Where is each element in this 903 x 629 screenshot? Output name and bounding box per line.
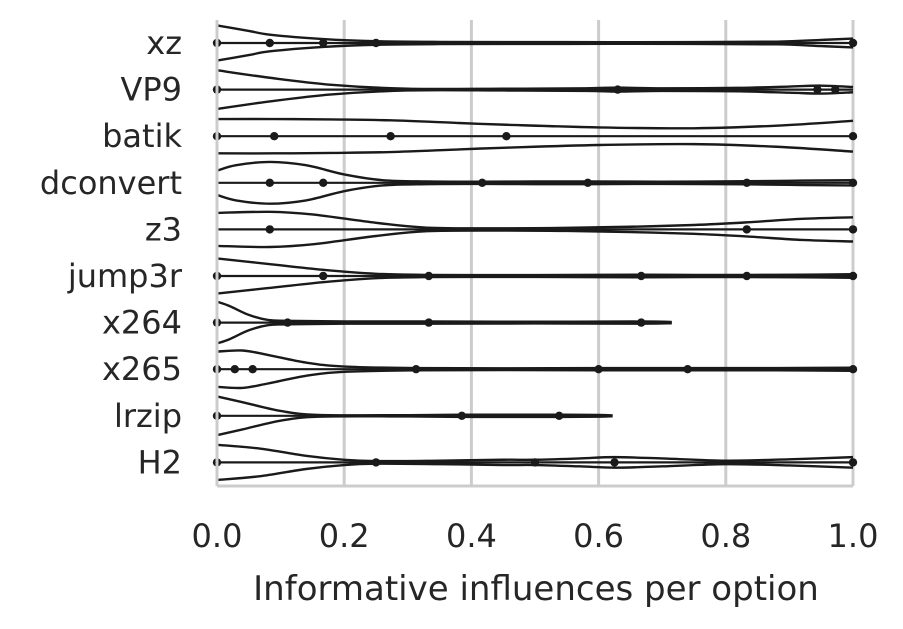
- y-tick-label-x265: x265: [102, 350, 182, 388]
- data-point-batik-3: [502, 132, 511, 141]
- data-point-vp9-1: [613, 85, 622, 94]
- x-tick-label-5: 1.0: [828, 517, 879, 555]
- violin-upper-vp9: [216, 69, 854, 91]
- data-point-x265-3: [411, 365, 421, 374]
- data-point-lrzip-2: [554, 411, 564, 420]
- data-point-z3-0: [265, 225, 274, 234]
- spine-layer: [215, 20, 853, 488]
- data-point-lrzip-1: [457, 411, 467, 420]
- violin-layer: [216, 24, 854, 482]
- y-tick-label-vp9: VP9: [120, 71, 182, 109]
- data-point-jump3r-1: [319, 271, 328, 281]
- x-tick-label-3: 0.6: [573, 517, 624, 555]
- x-tick-labels: 0.0 0.2 0.4 0.6 0.8 1.0: [192, 517, 879, 555]
- violin-upper-x264: [216, 300, 672, 324]
- data-point-x264-1: [283, 318, 292, 327]
- x-tick-label-0: 0.0: [192, 517, 243, 555]
- data-point-x265-5: [683, 365, 692, 374]
- violin-lower-batik: [216, 142, 854, 155]
- data-point-x264-3: [637, 318, 646, 327]
- data-point-h2-1: [371, 458, 381, 467]
- data-point-batik-2: [386, 132, 395, 141]
- x-tick-label-4: 0.8: [700, 517, 751, 555]
- data-point-jump3r-4: [742, 271, 751, 281]
- violin-upper-xz: [216, 24, 854, 44]
- data-point-z3-2: [848, 225, 858, 234]
- data-point-x264-2: [424, 318, 433, 327]
- x-tick-label-1: 0.2: [319, 517, 370, 555]
- y-tick-label-lrzip: lrzip: [114, 397, 182, 435]
- data-point-dconvert-5: [848, 178, 858, 187]
- data-point-dconvert-2: [478, 178, 487, 187]
- violin-lower-lrzip: [216, 415, 613, 437]
- y-tick-label-x264: x264: [102, 304, 182, 342]
- violin-upper-lrzip: [216, 395, 613, 417]
- violin-lower-vp9: [216, 88, 854, 111]
- y-tick-label-z3: z3: [145, 210, 182, 248]
- y-tick-label-dconvert: dconvert: [40, 164, 182, 202]
- data-point-xz-1: [265, 38, 274, 48]
- violin-lower-z3: [216, 229, 854, 249]
- data-point-dconvert-3: [583, 178, 592, 187]
- violin-lower-h2: [216, 462, 854, 482]
- data-point-z3-1: [742, 225, 751, 234]
- y-tick-label-batik: batik: [102, 117, 182, 155]
- data-point-h2-2: [530, 458, 540, 467]
- data-point-jump3r-5: [848, 271, 858, 281]
- x-axis-label: Informative influences per option: [253, 569, 819, 609]
- violin-upper-x265: [216, 349, 854, 370]
- y-tick-label-jump3r: jump3r: [67, 257, 183, 295]
- x-tick-label-2: 0.4: [446, 517, 497, 555]
- violin-lower-jump3r: [216, 275, 854, 295]
- data-point-h2-3: [610, 458, 619, 467]
- data-point-dconvert-1: [319, 178, 328, 187]
- violin-lower-dconvert: [216, 182, 854, 205]
- data-point-xz-2: [319, 38, 328, 48]
- violin-upper-dconvert: [216, 160, 854, 183]
- violin-lower-x264: [216, 322, 672, 345]
- data-point-xz-4: [848, 38, 858, 48]
- data-point-batik-1: [270, 132, 279, 141]
- data-point-x265-2: [248, 365, 257, 374]
- violin-upper-h2: [216, 443, 854, 463]
- point-layer: [212, 38, 858, 467]
- data-point-x265-4: [594, 365, 603, 374]
- data-point-jump3r-3: [637, 271, 646, 281]
- data-point-jump3r-2: [424, 271, 433, 281]
- grid-layer: [342, 20, 855, 486]
- y-tick-label-h2: H2: [138, 443, 182, 481]
- violin-upper-jump3r: [216, 257, 854, 277]
- violin-upper-z3: [216, 210, 854, 230]
- violin-lower-x265: [216, 368, 854, 390]
- data-point-x265-1: [230, 365, 240, 374]
- data-point-vp9-3: [830, 85, 840, 94]
- y-tick-label-xz: xz: [146, 24, 182, 62]
- data-point-dconvert-4: [742, 178, 751, 187]
- data-point-vp9-2: [813, 85, 822, 94]
- data-point-h2-4: [848, 458, 858, 467]
- data-point-x265-6: [848, 365, 858, 374]
- data-point-xz-3: [371, 38, 381, 48]
- y-tick-labels: xz VP9 batik dconvert z3 jump3r x264 x265 lrzip H…: [40, 24, 183, 481]
- violin-lower-xz: [216, 42, 854, 62]
- data-point-batik-4: [848, 132, 858, 141]
- violin-upper-batik: [216, 117, 854, 130]
- data-point-dconvert-0: [265, 178, 274, 187]
